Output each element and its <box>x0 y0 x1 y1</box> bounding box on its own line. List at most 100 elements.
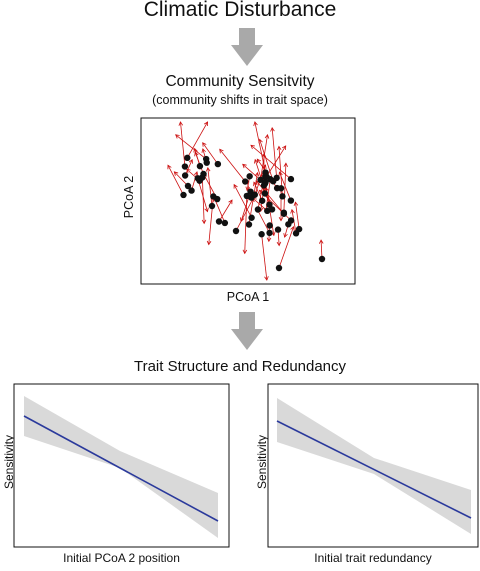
community-point <box>257 176 264 184</box>
flow-arrow-down-icon <box>231 312 263 350</box>
community-point <box>266 222 273 229</box>
shift-arrowhead <box>290 208 295 214</box>
trait-structure-title: Trait Structure and Redundancy <box>133 358 347 375</box>
community-point <box>318 255 326 263</box>
shift-arrowhead <box>205 166 211 172</box>
community-point <box>262 179 269 186</box>
shift-vector <box>233 184 252 218</box>
shift-arrowhead <box>254 171 260 177</box>
shift-vector <box>167 165 184 196</box>
shift-arrowhead <box>203 121 209 127</box>
community-point <box>287 175 295 183</box>
shift-arrowhead <box>283 233 288 238</box>
community-point <box>203 159 210 166</box>
community-point <box>208 202 216 210</box>
right-panel-xlabel: Initial trait redundancy <box>314 551 432 565</box>
community-point <box>221 219 229 227</box>
community-point <box>181 172 189 179</box>
shift-vector <box>283 163 287 213</box>
community-point <box>275 264 283 272</box>
community-point <box>210 193 217 200</box>
left-panel-xlabel: Initial PCoA 2 position <box>63 551 180 565</box>
right-confidence-band <box>277 398 471 534</box>
community-point <box>266 201 273 208</box>
shift-vector <box>174 171 189 187</box>
shift-arrowhead <box>276 145 282 151</box>
shift-arrowhead <box>167 164 172 170</box>
community-point <box>268 206 276 213</box>
community-point <box>274 226 282 233</box>
shift-arrowhead <box>201 219 207 225</box>
shift-vector <box>295 202 300 230</box>
shift-vector <box>202 142 219 165</box>
community-point <box>266 229 273 237</box>
community-point <box>279 193 286 200</box>
shift-vector <box>259 139 274 182</box>
shift-arrowhead <box>193 171 199 176</box>
shift-arrowhead <box>233 183 238 189</box>
community-point <box>184 154 191 162</box>
shift-vector <box>261 234 268 281</box>
community-point <box>258 197 266 204</box>
community-point <box>248 214 255 221</box>
community-point <box>269 178 277 185</box>
shift-arrowhead <box>276 241 282 247</box>
community-point <box>181 163 189 170</box>
diagram-heading: Climatic Disturbance <box>143 0 337 21</box>
shift-vector <box>218 199 233 222</box>
community-point <box>273 184 281 192</box>
community-point <box>251 191 259 198</box>
community-point <box>232 227 240 235</box>
community-point <box>246 173 253 180</box>
community-point <box>243 192 251 200</box>
shift-arrowhead <box>186 168 191 174</box>
community-point <box>199 174 206 181</box>
community-point <box>261 190 269 197</box>
shift-arrowhead <box>258 189 264 195</box>
shift-arrowhead <box>193 147 198 153</box>
pcoa1-axis-label: PCoA 1 <box>226 290 270 304</box>
shift-arrowhead <box>264 134 270 139</box>
shift-vector <box>219 149 246 182</box>
community-point <box>254 206 262 213</box>
shift-arrowhead <box>202 142 207 147</box>
shift-arrowhead <box>188 158 193 164</box>
shift-arrowhead <box>206 240 212 246</box>
community-point <box>188 187 195 194</box>
shift-arrowhead <box>194 151 199 157</box>
shift-vector <box>180 121 186 167</box>
shift-arrowhead <box>264 276 269 281</box>
shift-arrowhead <box>242 249 248 255</box>
community-point <box>242 178 249 185</box>
shift-vector <box>186 121 208 159</box>
left-confidence-band <box>24 396 218 538</box>
shift-vector <box>278 226 294 269</box>
community-point <box>214 160 222 168</box>
community-point <box>215 218 223 225</box>
community-point <box>184 182 192 190</box>
shift-arrowhead <box>204 207 209 213</box>
shift-vector <box>207 167 213 207</box>
right-regression-line <box>276 420 472 519</box>
shift-vector <box>175 134 207 160</box>
shift-arrowhead <box>219 148 224 154</box>
shift-vector <box>201 177 205 224</box>
community-point <box>280 210 288 217</box>
community-point <box>245 221 253 228</box>
community-shift-vectors <box>167 121 326 281</box>
shift-arrowhead <box>253 121 258 126</box>
shift-arrowhead <box>178 121 184 126</box>
shift-arrowhead <box>242 163 247 169</box>
shift-vector <box>250 144 292 180</box>
shift-arrowhead <box>228 199 233 205</box>
shift-vector <box>191 171 198 191</box>
flow-arrow-down-icon <box>231 28 263 66</box>
shift-vector <box>254 121 266 173</box>
shift-arrowhead <box>282 145 287 150</box>
shift-arrowhead <box>318 239 324 244</box>
shift-vector <box>260 134 268 180</box>
left-regression-line <box>23 415 219 522</box>
shift-arrowhead <box>245 186 250 192</box>
shift-arrowhead <box>175 134 180 139</box>
